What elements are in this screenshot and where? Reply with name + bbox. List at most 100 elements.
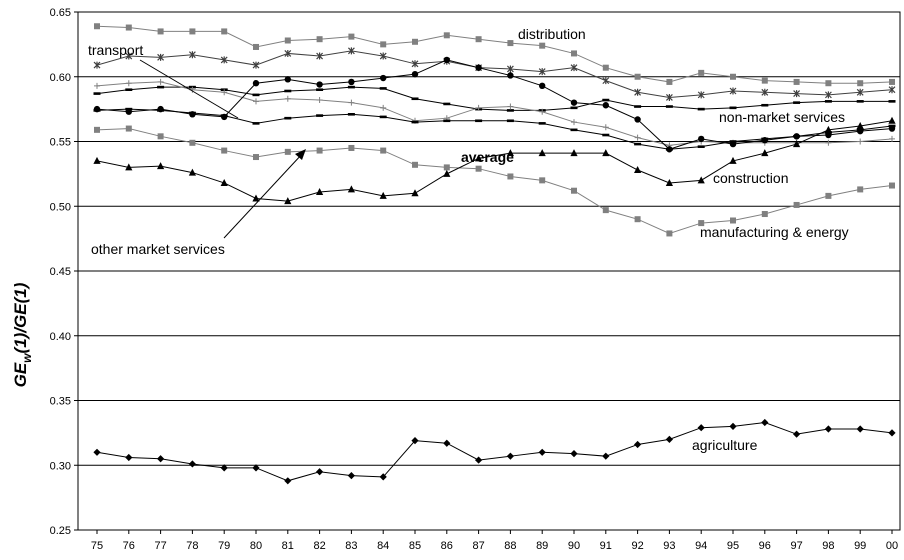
data-point bbox=[411, 120, 419, 124]
data-point bbox=[348, 33, 355, 40]
data-point bbox=[507, 40, 514, 47]
series-line-agriculture bbox=[96, 422, 893, 482]
data-point bbox=[538, 122, 546, 125]
data-point bbox=[125, 125, 132, 132]
data-point bbox=[697, 424, 705, 432]
data-point bbox=[125, 107, 133, 111]
data-point bbox=[220, 56, 228, 64]
x-tick-label: 75 bbox=[91, 540, 103, 552]
data-point bbox=[571, 50, 577, 57]
series-transport bbox=[93, 47, 896, 101]
data-point bbox=[857, 186, 864, 193]
data-point bbox=[93, 61, 101, 69]
x-tick-label: 77 bbox=[154, 540, 166, 552]
data-point bbox=[602, 124, 609, 131]
data-point bbox=[856, 121, 864, 129]
data-point bbox=[475, 165, 482, 172]
data-point bbox=[443, 169, 451, 177]
label-manufacturing-energy: manufacturing & energy bbox=[700, 224, 849, 240]
data-point bbox=[252, 122, 260, 125]
series-line-construction bbox=[96, 120, 893, 202]
data-point bbox=[634, 73, 641, 80]
data-point bbox=[570, 99, 578, 106]
y-tick-label: 0.50 bbox=[50, 201, 71, 213]
data-point bbox=[284, 89, 292, 93]
y-tick-label: 0.55 bbox=[50, 137, 71, 149]
data-point bbox=[889, 78, 895, 85]
data-point bbox=[761, 137, 769, 141]
data-point bbox=[253, 154, 259, 161]
data-point bbox=[507, 72, 514, 79]
series-agriculture bbox=[93, 418, 896, 485]
data-point bbox=[888, 116, 896, 124]
data-point bbox=[379, 191, 387, 199]
data-point bbox=[825, 139, 832, 146]
x-tick-label: 88 bbox=[504, 540, 516, 552]
series-manufacturing-energy bbox=[94, 125, 895, 237]
data-point bbox=[157, 28, 164, 35]
data-point bbox=[666, 78, 673, 85]
data-point bbox=[634, 88, 642, 96]
data-point bbox=[570, 128, 578, 132]
data-point bbox=[570, 106, 578, 110]
data-point bbox=[379, 473, 387, 481]
data-point bbox=[284, 95, 291, 102]
x-tick-label: 82 bbox=[313, 540, 325, 552]
data-point bbox=[411, 70, 419, 78]
data-point bbox=[253, 98, 259, 105]
x-tick-label: 86 bbox=[441, 540, 453, 552]
data-point bbox=[252, 80, 260, 87]
data-point bbox=[888, 124, 896, 128]
data-point bbox=[316, 468, 324, 476]
x-tick-label: 95 bbox=[727, 540, 739, 552]
data-point bbox=[125, 163, 133, 171]
data-point bbox=[252, 194, 260, 202]
data-point bbox=[665, 147, 673, 151]
data-point bbox=[857, 80, 864, 87]
data-point bbox=[761, 88, 769, 96]
data-point bbox=[793, 78, 800, 85]
series-lines bbox=[93, 23, 896, 485]
data-point bbox=[316, 81, 323, 88]
data-point bbox=[348, 144, 355, 151]
data-point bbox=[475, 104, 482, 111]
x-tick-label: 93 bbox=[663, 540, 675, 552]
data-point bbox=[506, 119, 514, 123]
data-point bbox=[888, 100, 896, 103]
data-point bbox=[570, 64, 578, 72]
data-point bbox=[284, 76, 291, 83]
data-point bbox=[411, 60, 419, 68]
data-point bbox=[188, 51, 196, 59]
data-point bbox=[538, 149, 546, 157]
x-tick-label: 81 bbox=[282, 540, 294, 552]
data-point bbox=[347, 113, 355, 116]
data-point bbox=[221, 89, 228, 96]
label-transport: transport bbox=[88, 42, 143, 58]
data-point bbox=[665, 435, 673, 443]
data-point bbox=[475, 64, 482, 71]
data-point bbox=[412, 38, 418, 45]
data-point bbox=[412, 161, 418, 168]
data-point bbox=[730, 217, 736, 224]
data-point bbox=[221, 147, 228, 154]
label-average: average bbox=[461, 149, 514, 165]
series-other-market-services bbox=[94, 78, 895, 149]
data-point bbox=[157, 53, 165, 61]
data-point bbox=[284, 148, 291, 155]
label-other-market-services: other market services bbox=[91, 241, 225, 257]
data-point bbox=[857, 138, 864, 145]
data-point bbox=[284, 116, 292, 120]
x-tick-label: 83 bbox=[345, 540, 357, 552]
label-construction: construction bbox=[713, 170, 788, 186]
arrow-other-market-services bbox=[223, 152, 304, 239]
data-point bbox=[379, 87, 387, 90]
x-tick-label: 99 bbox=[854, 540, 866, 552]
data-point bbox=[729, 422, 737, 430]
data-point bbox=[665, 105, 673, 108]
series-construction bbox=[93, 116, 896, 205]
data-point bbox=[634, 116, 641, 123]
data-point bbox=[729, 87, 737, 95]
data-point bbox=[379, 115, 387, 119]
series-line-average bbox=[96, 108, 893, 150]
data-point bbox=[539, 177, 546, 184]
